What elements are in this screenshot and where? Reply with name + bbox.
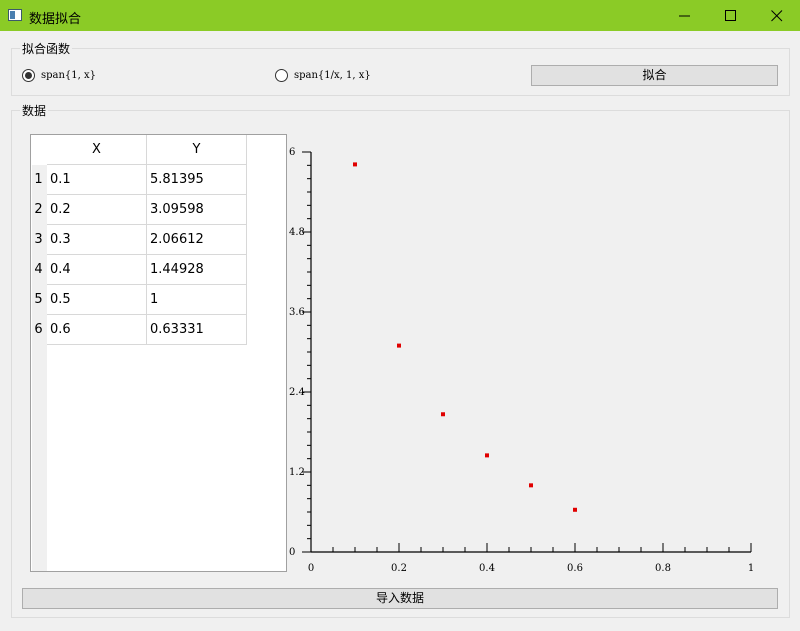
minimize-button[interactable] [662,0,708,31]
radio-span-1-x-label: span{1, x} [41,69,97,81]
data-point [353,162,357,167]
x-tick-label: 0.2 [391,563,407,574]
x-tick-label: 0.6 [567,563,583,574]
data-table[interactable]: X Y 1 0.1 5.81395 2 0.2 3.09598 3 0.3 2.06612 4 0.… [30,134,287,572]
y-tick-label: 1.2 [289,467,305,478]
row-number[interactable]: 4 [34,262,43,277]
y-tick-label: 4.8 [289,227,305,238]
table-cell-x[interactable]: 0.5 [47,285,147,315]
radio-span-1-x[interactable]: span{1, x} [22,68,96,82]
y-tick-label: 0 [289,547,295,558]
table-cell-y[interactable]: 0.63331 [147,315,247,345]
table-cell-x[interactable]: 0.1 [47,165,147,195]
data-point [573,507,577,512]
fit-button[interactable]: 拟合 [531,65,778,86]
import-data-button[interactable]: 导入数据 [22,588,778,609]
fit-function-legend: 拟合函数 [20,40,73,57]
table-cell-x[interactable]: 0.3 [47,225,147,255]
close-button[interactable] [754,0,800,31]
fit-function-group [11,48,790,96]
x-tick-label: 1 [748,563,754,574]
column-header-y[interactable]: Y [147,135,247,165]
data-group [11,110,790,618]
radio-checked-indicator [22,68,35,82]
row-number[interactable]: 2 [34,202,43,217]
row-number[interactable]: 1 [34,172,43,187]
table-cell-y[interactable]: 5.81395 [147,165,247,195]
table-cell-x[interactable]: 0.4 [47,255,147,285]
maximize-icon [725,10,736,21]
y-tick-label: 6 [289,147,295,158]
row-number[interactable]: 5 [34,292,43,307]
window-app-icon [8,9,22,21]
scatter-chart: 0 0.2 0.4 0.6 0.8 1 0 1.2 2.4 3.6 4.8 6 [289,147,754,574]
data-point [397,343,401,348]
data-point [441,412,445,417]
data-point [529,483,533,488]
window-title: 数据拟合 [29,12,82,27]
row-header-column [32,165,47,571]
table-cell-y[interactable]: 2.06612 [147,225,247,255]
table-cell-x[interactable]: 0.2 [47,195,147,225]
maximize-button[interactable] [708,0,754,31]
y-tick-label: 3.6 [289,307,305,318]
table-cell-y[interactable]: 1 [147,285,247,315]
minimize-icon [679,15,690,17]
data-legend: 数据 [20,102,49,119]
row-number[interactable]: 3 [34,232,43,247]
close-icon [771,10,783,22]
table-cell-x[interactable]: 0.6 [47,315,147,345]
radio-unchecked-indicator [275,68,288,82]
radio-span-1overx-1-x-label: span{1/x, 1, x} [294,69,371,81]
column-header-x[interactable]: X [47,135,147,165]
table-cell-y[interactable]: 1.44928 [147,255,247,285]
data-point [485,453,489,458]
x-tick-label: 0.8 [655,563,671,574]
table-cell-y[interactable]: 3.09598 [147,195,247,225]
radio-span-1overx-1-x[interactable]: span{1/x, 1, x} [275,68,371,82]
y-tick-label: 2.4 [289,387,305,398]
x-tick-label: 0 [308,563,314,574]
x-tick-label: 0.4 [479,563,495,574]
row-number[interactable]: 6 [34,322,43,337]
title-bar: 数据拟合 [0,0,800,31]
